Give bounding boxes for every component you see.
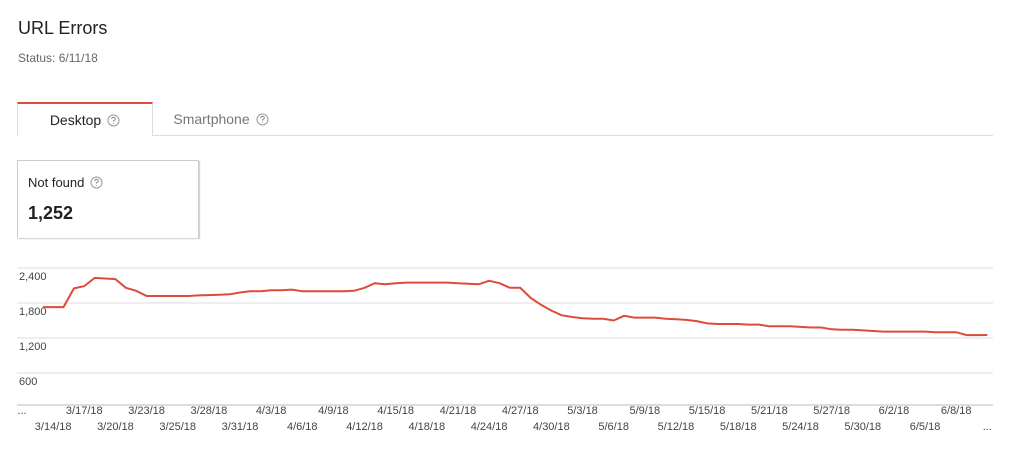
chart: 600 1,200 1,800 2,400... 3/14/18 3/17/18 3/20/…	[17, 267, 993, 433]
x-tick-label: 5/30/18	[844, 421, 881, 433]
x-tick-label: 4/9/18	[318, 405, 349, 417]
x-tick-label: 5/12/18	[658, 421, 695, 433]
x-tick-label: ...	[983, 421, 992, 433]
x-tick-label: 4/30/18	[533, 421, 570, 433]
x-tick-label: 4/21/18	[440, 405, 477, 417]
status: Status: 6/11/18	[18, 51, 98, 65]
x-tick-label: 5/18/18	[720, 421, 757, 433]
x-tick-label: 3/28/18	[190, 405, 227, 417]
x-tick-label: 4/27/18	[502, 405, 539, 417]
x-tick-label: 6/5/18	[910, 421, 941, 433]
x-tick-label: 4/24/18	[471, 421, 508, 433]
help-icon[interactable]	[90, 176, 103, 189]
metric-label-row: Not found	[28, 175, 103, 190]
x-tick-label: 4/15/18	[377, 405, 414, 417]
x-tick-label: 3/25/18	[159, 421, 196, 433]
y-tick-label: 1,200	[19, 341, 47, 353]
x-tick-label: 5/24/18	[782, 421, 819, 433]
x-tick-label: 4/12/18	[346, 421, 383, 433]
tab[interactable]: Desktop	[17, 102, 153, 136]
x-tick-label: 5/3/18	[567, 405, 598, 417]
tab-label[interactable]: Smartphone	[173, 111, 250, 127]
metric-card: Not found 1,252	[17, 160, 199, 238]
x-tick-label: 4/3/18	[256, 405, 287, 417]
help-icon[interactable]	[107, 114, 120, 127]
x-tick-label: 6/2/18	[879, 405, 910, 417]
x-tick-label: 3/14/18	[35, 421, 72, 433]
x-tick-label: 4/18/18	[408, 421, 445, 433]
data-line	[42, 276, 988, 337]
metric-value: 1,252	[28, 203, 74, 223]
x-tick-label: 3/23/18	[128, 405, 165, 417]
x-tick-label: 4/6/18	[287, 421, 318, 433]
x-tick-label: 5/15/18	[689, 405, 726, 417]
page-title: URL Errors	[18, 18, 108, 38]
x-tick-label: 5/21/18	[751, 405, 788, 417]
x-tick-label: 3/20/18	[97, 421, 134, 433]
y-tick-label: 2,400	[19, 271, 47, 283]
x-tick-label: 5/27/18	[813, 405, 850, 417]
x-tick-label: 5/6/18	[598, 421, 629, 433]
x-tick-label: 5/9/18	[630, 405, 661, 417]
x-tick-label: ...	[17, 405, 26, 417]
tab-divider	[153, 135, 993, 136]
tab-label[interactable]: Desktop	[49, 112, 102, 128]
tab[interactable]: Smartphone	[153, 102, 289, 136]
y-tick-label: 1,800	[19, 306, 47, 318]
x-tick-label: 3/31/18	[222, 421, 259, 433]
x-tick-label: 6/8/18	[941, 405, 972, 417]
metric-label: Not found	[28, 175, 85, 190]
x-tick-label: 3/17/18	[66, 405, 103, 417]
help-icon[interactable]	[256, 113, 269, 126]
y-tick-label: 600	[19, 376, 37, 388]
